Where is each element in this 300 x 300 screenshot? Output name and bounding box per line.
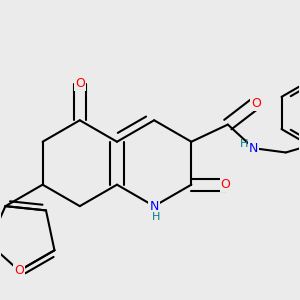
Text: O: O <box>221 178 231 191</box>
Text: H: H <box>152 212 160 222</box>
Text: O: O <box>75 77 85 90</box>
Text: H: H <box>240 139 248 149</box>
Text: N: N <box>149 200 159 213</box>
Text: O: O <box>14 264 24 277</box>
Text: O: O <box>251 97 261 110</box>
Text: N: N <box>249 142 258 155</box>
